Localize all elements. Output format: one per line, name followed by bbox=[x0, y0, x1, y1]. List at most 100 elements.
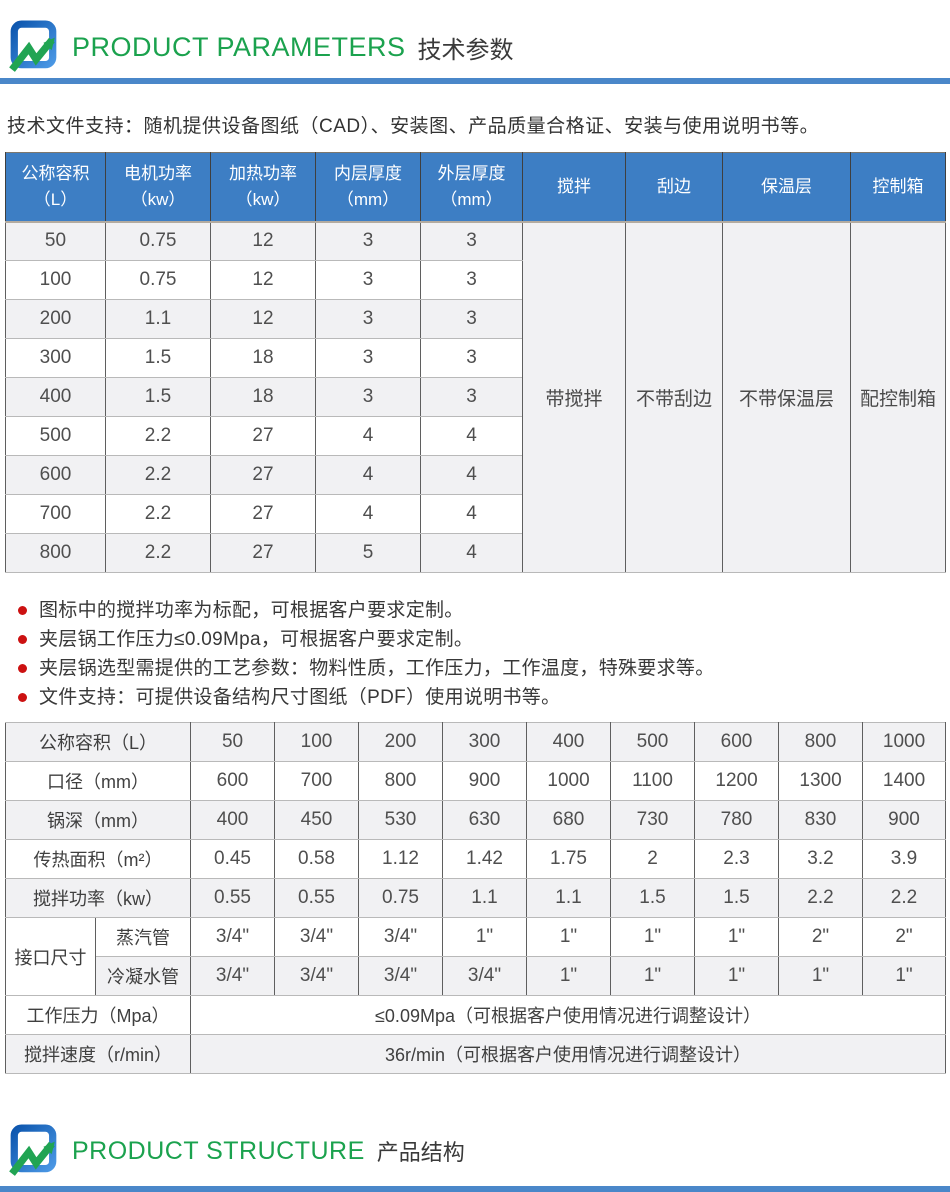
column-header-line: 外层厚度 bbox=[437, 164, 506, 184]
table-cell: 0.55 bbox=[190, 878, 276, 918]
table-cell: 830 bbox=[778, 800, 864, 840]
table-cell: 1" bbox=[694, 956, 780, 996]
table-cell: 1400 bbox=[862, 761, 947, 801]
spec-table-header: 公称容积 （L） 电机功率 （kw） 加热功率 （kw） 内层厚度 （mm） 外层厚度 （mm） 搅… bbox=[5, 152, 946, 223]
table-cell: 2 bbox=[610, 839, 696, 879]
table-cell: 1" bbox=[610, 917, 696, 957]
table-cell: 2.2 bbox=[862, 878, 947, 918]
table-cell: 700 bbox=[5, 494, 106, 534]
table-row: 800 2.2 27 5 4 bbox=[5, 533, 946, 573]
table-cell: 400 bbox=[5, 377, 106, 417]
table-cell: 3.9 bbox=[862, 839, 947, 879]
column-header-line: （L） bbox=[33, 189, 78, 209]
column-header: 公称容积 （L） bbox=[5, 152, 106, 223]
note-item: 夹层锅工作压力≤0.09Mpa，可根据客户要求定制。 bbox=[18, 625, 950, 654]
merged-feature-cell: 配控制箱 bbox=[850, 221, 946, 573]
column-header: 加热功率 （kw） bbox=[210, 152, 316, 223]
table-cell: 1100 bbox=[610, 761, 696, 801]
table-cell: 500 bbox=[610, 722, 696, 762]
table-row: 300 1.5 18 3 3 bbox=[5, 338, 946, 378]
merged-feature-cell: 带搅拌 bbox=[522, 221, 626, 573]
page-title-zh: 技术参数 bbox=[417, 36, 514, 64]
table-cell: 0.75 bbox=[358, 878, 444, 918]
table-cell: 1" bbox=[694, 917, 780, 957]
table-cell: 1.5 bbox=[105, 377, 211, 417]
table-cell: 3/4" bbox=[190, 956, 276, 996]
table-cell: 600 bbox=[190, 761, 276, 801]
table-cell: 530 bbox=[358, 800, 444, 840]
table-cell: 2" bbox=[778, 917, 864, 957]
table-cell: 200 bbox=[358, 722, 444, 762]
table-cell: 1000 bbox=[862, 722, 947, 762]
table-cell: 400 bbox=[526, 722, 612, 762]
row-sublabel: 蒸汽管 bbox=[94, 917, 192, 957]
table-cell: 18 bbox=[210, 377, 316, 417]
column-header-line: 保温层 bbox=[761, 177, 812, 196]
table-cell: 3/4" bbox=[442, 956, 528, 996]
table-row: 传热面积（m²） 0.45 0.58 1.12 1.42 1.75 2 2.3 3.2 3.9 bbox=[4, 839, 947, 879]
table-cell: 1.1 bbox=[105, 299, 211, 339]
brand-logo-icon bbox=[9, 20, 57, 72]
table-cell: 780 bbox=[694, 800, 780, 840]
table-cell: 4 bbox=[420, 455, 523, 495]
row-label: 搅拌功率（kw） bbox=[4, 878, 192, 918]
table-cell: 1.42 bbox=[442, 839, 528, 879]
table-cell: 800 bbox=[5, 533, 106, 573]
table-cell: 3 bbox=[315, 221, 421, 261]
note-item: 文件支持：可提供设备结构尺寸图纸（PDF）使用说明书等。 bbox=[18, 683, 950, 712]
table-cell: 12 bbox=[210, 221, 316, 261]
table-cell: 3 bbox=[315, 377, 421, 417]
table-row: 工作压力（Mpa） ≤0.09Mpa（可根据客户使用情况进行调整设计） bbox=[4, 995, 947, 1035]
table-cell: 3/4" bbox=[190, 917, 276, 957]
footer-title-en: PRODUCT STRUCTURE bbox=[72, 1136, 365, 1165]
table-cell: 1.5 bbox=[610, 878, 696, 918]
table-row: 500 2.2 27 4 4 bbox=[5, 416, 946, 456]
column-header: 保温层 bbox=[722, 152, 851, 223]
table-cell: 450 bbox=[274, 800, 360, 840]
table-row: 50 0.75 12 3 3 带搅拌 不带刮边 不带保温层 配控制箱 bbox=[5, 221, 946, 573]
section-header-structure: PRODUCT STRUCTURE 产品结构 bbox=[0, 1124, 950, 1186]
merged-value-cell: 36r/min（可根据客户使用情况进行调整设计） bbox=[190, 1034, 947, 1074]
table-row: 400 1.5 18 3 3 bbox=[5, 377, 946, 417]
table-cell: 2.2 bbox=[778, 878, 864, 918]
table-cell: 1200 bbox=[694, 761, 780, 801]
table-cell: 0.75 bbox=[105, 260, 211, 300]
table-cell: 2.2 bbox=[105, 494, 211, 534]
spec-table-main: 公称容积 （L） 电机功率 （kw） 加热功率 （kw） 内层厚度 （mm） 外层厚度 （mm） 搅… bbox=[5, 152, 946, 573]
table-cell: 200 bbox=[5, 299, 106, 339]
table-row: 700 2.2 27 4 4 bbox=[5, 494, 946, 534]
table-cell: 680 bbox=[526, 800, 612, 840]
table-cell: 0.58 bbox=[274, 839, 360, 879]
table-cell: 1" bbox=[526, 956, 612, 996]
table-cell: 3/4" bbox=[274, 917, 360, 957]
table-cell: 50 bbox=[190, 722, 276, 762]
header-row: 公称容积 （L） 电机功率 （kw） 加热功率 （kw） 内层厚度 （mm） 外层厚度 （mm） 搅… bbox=[5, 152, 946, 223]
column-header: 内层厚度 （mm） bbox=[315, 152, 421, 223]
column-header-line: （kw） bbox=[235, 189, 291, 209]
table-row: 锅深（mm） 400 450 530 630 680 730 780 830 900 bbox=[4, 800, 947, 840]
spec-table-body: 50 0.75 12 3 3 带搅拌 不带刮边 不带保温层 配控制箱 100 0.75 12 3 3 200… bbox=[5, 221, 946, 573]
table-cell: 3 bbox=[315, 299, 421, 339]
table-cell: 3 bbox=[420, 221, 523, 261]
table-cell: 800 bbox=[778, 722, 864, 762]
column-header-line: 公称容积 bbox=[21, 164, 90, 184]
table-row: 搅拌功率（kw） 0.55 0.55 0.75 1.1 1.1 1.5 1.5 2.2 2.2 bbox=[4, 878, 947, 918]
row-label: 工作压力（Mpa） bbox=[4, 995, 192, 1035]
row-label: 口径（mm） bbox=[4, 761, 192, 801]
column-header-line: 控制箱 bbox=[872, 177, 924, 196]
table-cell: 1.5 bbox=[105, 338, 211, 378]
table-cell: 3/4" bbox=[358, 917, 444, 957]
table-cell: 2.2 bbox=[105, 533, 211, 573]
row-label: 传热面积（m²） bbox=[4, 839, 192, 879]
table-cell: 3/4" bbox=[274, 956, 360, 996]
header-divider bbox=[0, 78, 950, 84]
table-row: 600 2.2 27 4 4 bbox=[5, 455, 946, 495]
column-header: 外层厚度 （mm） bbox=[420, 152, 523, 223]
table-cell: 27 bbox=[210, 455, 316, 495]
table-cell: 3 bbox=[420, 260, 523, 300]
table-row: 冷凝水管 3/4" 3/4" 3/4" 3/4" 1" 1" 1" 1" 1" bbox=[6, 956, 947, 996]
table-cell: 12 bbox=[210, 299, 316, 339]
table-row: 接口尺寸 蒸汽管 3/4" 3/4" 3/4" 1" 1" 1" 1" 2" 2" bbox=[5, 917, 947, 996]
table-cell: 300 bbox=[442, 722, 528, 762]
column-header: 搅拌 bbox=[522, 152, 626, 223]
